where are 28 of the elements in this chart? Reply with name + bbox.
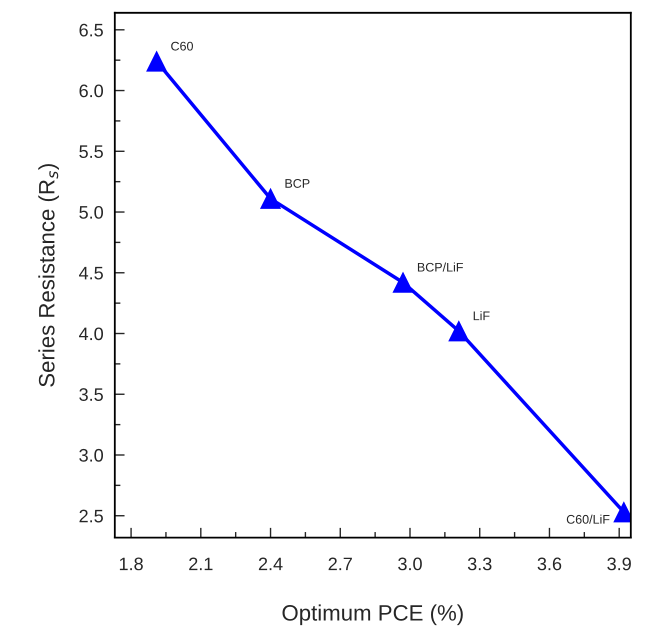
y-tick-label: 6.0: [80, 84, 103, 98]
x-axis-title: Optimum PCE (%): [282, 604, 463, 626]
x-tick-label: 2.1: [189, 558, 212, 570]
point: [392, 272, 414, 293]
annotation: C60/LiF: [566, 514, 610, 524]
x-tick-label: 1.8: [120, 558, 143, 570]
point: [448, 320, 470, 342]
y-tick-label: 3.0: [79, 448, 103, 462]
annotation: BCP: [285, 179, 310, 188]
annotation: BCP/LiF: [418, 262, 463, 272]
y-tick-label: 2.5: [80, 510, 103, 522]
y-axis-title: Series Resistance (R$_{s}$): [38, 164, 59, 387]
y-tick-label: 6.5: [80, 24, 103, 37]
x-tick-label: 2.7: [328, 558, 352, 570]
y-tick-label: 4.0: [79, 327, 103, 340]
y-tick-label: 3.5: [79, 388, 103, 401]
x-tick-label: 3.6: [538, 558, 562, 570]
y-tick-label: 5.0: [79, 206, 103, 219]
y-tick-label: 4.5: [79, 266, 103, 280]
point: [146, 51, 167, 72]
annotation: C60: [171, 42, 193, 51]
x-tick-label: 2.4: [258, 558, 283, 570]
annotation: LiF: [474, 311, 490, 320]
x-tick-label: 3.0: [398, 558, 422, 570]
point: [260, 188, 281, 209]
x-tick-label: 3.9: [607, 558, 631, 570]
x-tick-label: 3.3: [468, 558, 492, 570]
y-tick-label: 5.5: [79, 145, 103, 158]
